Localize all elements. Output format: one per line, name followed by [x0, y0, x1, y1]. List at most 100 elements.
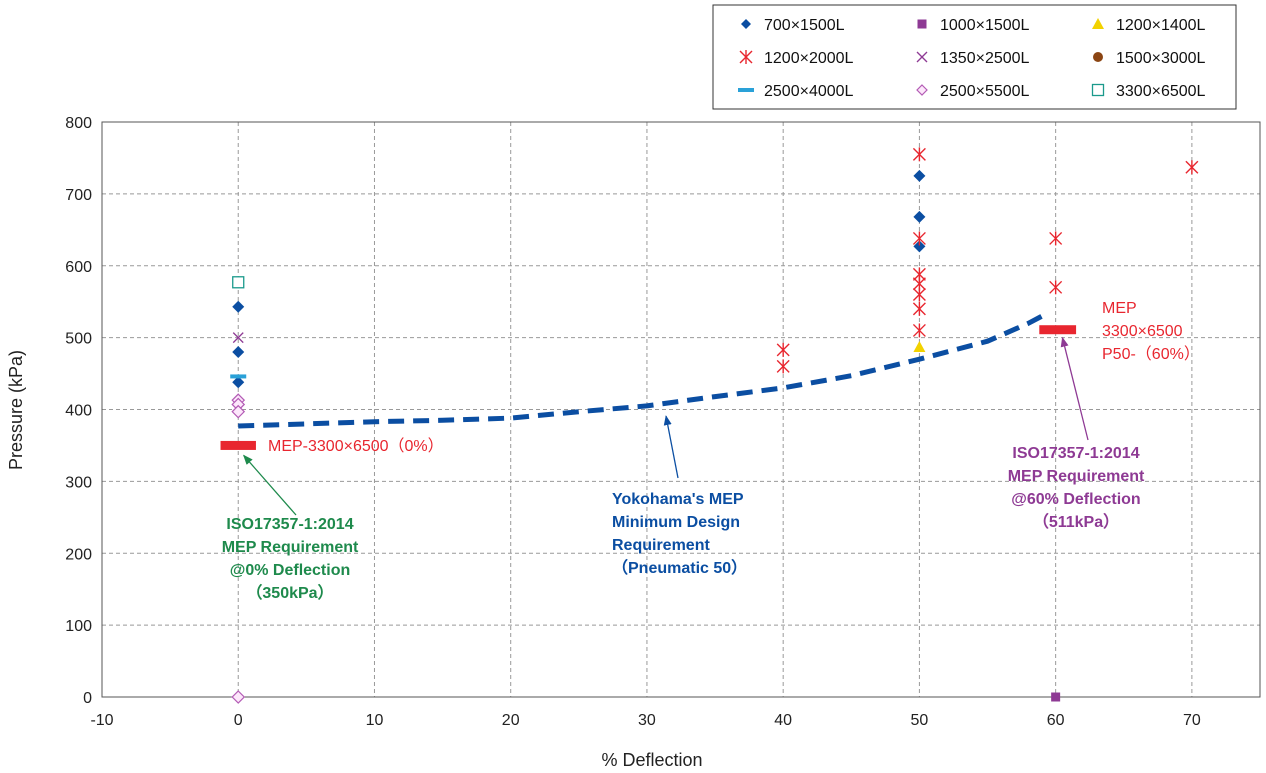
data-point	[913, 340, 926, 352]
annotation-iso-60-line2: MEP Requirement	[1008, 468, 1145, 485]
legend-marker-shape	[741, 19, 751, 29]
legend-label: 2500×4000L	[764, 83, 854, 100]
data-point	[776, 342, 790, 357]
data-point	[230, 374, 247, 379]
y-tick-label: 100	[65, 618, 92, 635]
x-tick-label: 40	[774, 712, 792, 729]
legend-marker	[917, 19, 927, 29]
x-tick-label: 70	[1183, 712, 1201, 729]
legend-label: 1200×1400L	[1116, 17, 1206, 34]
legend-marker-shape	[917, 19, 927, 29]
data-point	[912, 231, 926, 246]
legend-marker	[1093, 52, 1103, 62]
legend-marker	[1091, 83, 1105, 97]
data-point	[232, 276, 245, 289]
legend-marker	[739, 50, 753, 64]
annotation-iso-0-line1: ISO17357-1:2014	[226, 516, 353, 533]
annotation-iso-0-line2: MEP Requirement	[222, 539, 359, 556]
annotation-mep-0: MEP-3300×6500（0%）	[268, 437, 444, 455]
data-point	[1049, 280, 1063, 295]
data-point	[776, 359, 790, 374]
data-point	[1049, 231, 1063, 246]
arrow-iso-0	[243, 454, 297, 516]
data-point-shape	[1051, 692, 1061, 702]
legend-marker-stroke	[916, 51, 928, 63]
y-tick-label: 700	[65, 187, 92, 204]
data-point-shape	[913, 240, 926, 253]
data-point	[232, 376, 245, 389]
data-point-shape	[231, 690, 246, 704]
x-tick-label: 30	[638, 712, 656, 729]
data-point	[912, 323, 926, 338]
legend-marker-shape	[916, 84, 928, 96]
legend-marker	[1092, 18, 1104, 29]
legend-box	[712, 4, 1237, 110]
arrow-layer	[243, 336, 1089, 516]
y-tick-label: 500	[65, 331, 92, 348]
x-axis-title: % Deflection	[601, 750, 702, 770]
annotation-iso-0-line4: （350kPa）	[246, 584, 333, 602]
legend-marker-shape	[1092, 18, 1104, 29]
data-point	[232, 346, 245, 358]
data-point	[913, 210, 926, 223]
annotation-yokohama-line3: Requirement	[612, 537, 710, 554]
x-tick-label: 0	[234, 712, 243, 729]
data-point-shape	[231, 404, 246, 419]
legend-marker-shape	[1091, 83, 1105, 97]
annotation-mep-60: MEP 3300×6500 P50-（60%）	[1102, 300, 1200, 363]
axis-layer: -10 0 10 20 30 40 50 60 700100200300400500600700…	[65, 115, 1261, 729]
x-tick-label: 60	[1047, 712, 1065, 729]
legend-label: 1200×2000L	[764, 50, 854, 67]
annotation-yokohama-line4: （Pneumatic 50）	[612, 559, 747, 577]
legend-marker	[738, 88, 754, 92]
annotation-mep-60-line1: MEP	[1102, 300, 1137, 317]
x-tick-label: 10	[366, 712, 384, 729]
legend-marker-shape	[738, 88, 754, 92]
data-point	[913, 240, 926, 253]
y-tick-label: 200	[65, 546, 92, 563]
data-point	[232, 332, 244, 344]
legend-marker-shape	[1093, 52, 1103, 62]
data-point-stroke	[232, 332, 244, 344]
data-point	[913, 169, 926, 182]
point-layer	[230, 147, 1199, 704]
legend-marker	[916, 51, 928, 63]
legend-label: 1500×3000L	[1116, 50, 1206, 67]
arrow-yokohama	[663, 415, 679, 479]
x-tick-label: 20	[502, 712, 520, 729]
data-point	[912, 147, 926, 162]
x-tick-label: 50	[911, 712, 929, 729]
annotation-yokohama-line1: Yokohama's MEP	[612, 491, 744, 508]
data-point	[231, 690, 246, 704]
data-point-shape	[913, 210, 926, 223]
y-axis-title: Pressure (kPa)	[6, 350, 26, 470]
legend-marker	[741, 19, 751, 29]
mep-requirement-bar	[220, 440, 256, 450]
y-tick-label: 800	[65, 115, 92, 132]
y-tick-label: 600	[65, 259, 92, 276]
data-point	[1051, 692, 1061, 702]
y-tick-label: 0	[83, 690, 92, 707]
grid-layer	[102, 122, 1260, 697]
annotation-iso-60-line3: @60% Deflection	[1011, 491, 1140, 508]
legend-marker	[916, 84, 928, 96]
y-tick-label: 300	[65, 474, 92, 491]
data-point-shape	[232, 376, 245, 389]
data-point	[912, 287, 926, 302]
y-tick-label: 400	[65, 403, 92, 420]
annotation-iso-60-line1: ISO17357-1:2014	[1012, 445, 1139, 462]
data-point-shape	[230, 374, 247, 379]
annotation-iso-60: ISO17357-1:2014 MEP Requirement @60% Def…	[1008, 445, 1145, 531]
legend: 700×1500L 1000×1500L 1200×1400L 1200×2000L 1…	[712, 4, 1237, 110]
annotation-yokohama: Yokohama's MEP Minimum Design Requiremen…	[612, 491, 747, 577]
x-tick-label: -10	[90, 712, 113, 729]
annotation-iso-0: ISO17357-1:2014 MEP Requirement @0% Defl…	[222, 516, 359, 602]
annotation-yokohama-line2: Minimum Design	[612, 514, 740, 531]
plot-frame	[101, 121, 1261, 698]
data-point	[1185, 160, 1199, 175]
annotation-mep-60-line3: P50-（60%）	[1102, 345, 1200, 363]
legend-label: 1000×1500L	[940, 17, 1030, 34]
data-point-shape	[232, 300, 245, 313]
legend-label: 3300×6500L	[1116, 83, 1206, 100]
